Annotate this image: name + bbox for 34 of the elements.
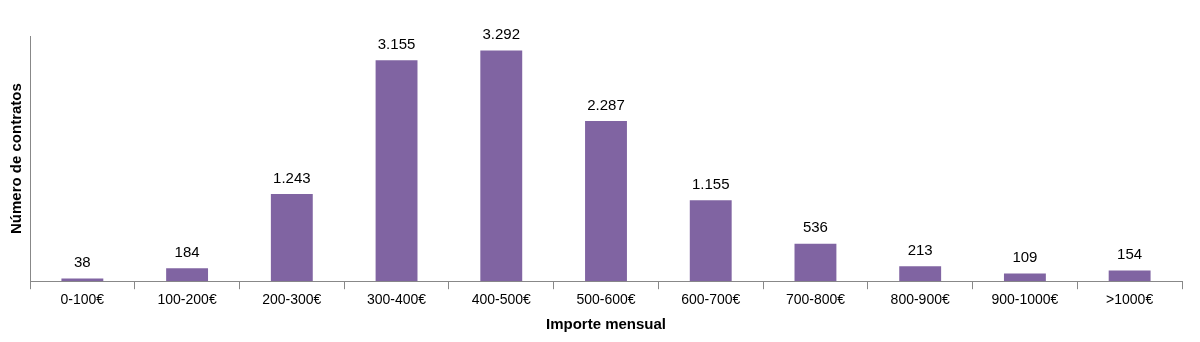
x-tick-label: 200-300€ [262,291,322,308]
bar [480,50,523,282]
bar [899,266,942,282]
x-tick-label: 600-700€ [681,291,741,308]
bar [270,194,313,282]
bar [585,120,627,282]
x-tick-label: 800-900€ [890,291,950,308]
bar [689,200,732,282]
bar [166,268,209,282]
x-tick-label: 300-400€ [366,291,427,308]
data-label: 1.155 [691,174,730,192]
x-tick-label: 900-1000€ [991,291,1059,308]
data-label: 38 [74,253,91,271]
data-label: 2.287 [587,95,625,113]
x-tick-label: 500-600€ [576,291,636,308]
x-tick-label: 0-100€ [60,291,105,308]
data-label: 3.292 [482,25,521,43]
data-label: 109 [1012,248,1038,266]
data-label: 154 [1117,245,1143,263]
bar [794,243,837,282]
x-axis-title: Importe mensual [545,315,667,333]
bar [1003,273,1046,282]
x-tick-label: 700-800€ [785,291,846,308]
bar [375,60,418,282]
data-label: 184 [174,242,200,260]
y-axis-title: Número de contratos [7,83,25,235]
bar [1108,270,1151,282]
data-label: 3.155 [377,34,416,52]
data-label: 213 [907,240,933,258]
x-tick-label: 100-200€ [157,291,217,308]
data-label: 536 [802,218,828,236]
x-tick-label: >1000€ [1106,291,1154,308]
x-tick-label: 400-500€ [471,291,532,308]
data-label: 1.243 [273,168,311,186]
